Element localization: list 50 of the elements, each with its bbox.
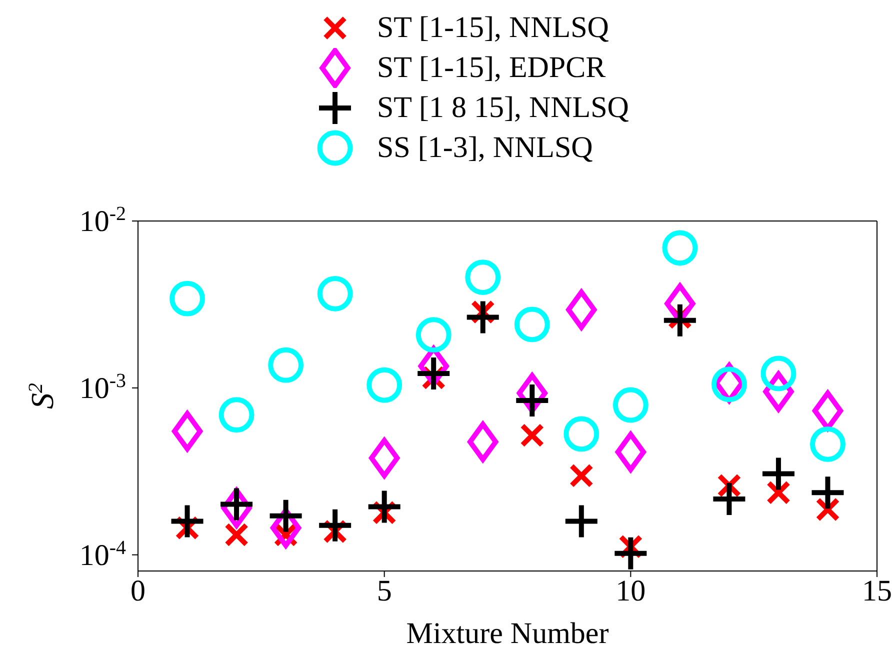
point — [268, 347, 304, 383]
point — [762, 458, 794, 490]
point — [368, 490, 400, 523]
point — [171, 505, 204, 538]
point — [465, 260, 501, 295]
legend-label: ST [1-15], NNLSQ — [377, 11, 609, 45]
point — [170, 280, 205, 316]
point — [565, 505, 598, 538]
point — [172, 411, 203, 452]
point — [468, 422, 498, 462]
point — [270, 500, 302, 532]
y-tick-label: 10$^{-3}$ — [79, 370, 126, 405]
point — [220, 488, 253, 520]
point — [514, 306, 550, 342]
point — [516, 384, 548, 417]
point — [218, 397, 254, 433]
point — [317, 276, 353, 312]
point — [816, 497, 840, 522]
point — [612, 387, 648, 423]
point — [418, 358, 450, 390]
point — [466, 301, 499, 334]
point — [224, 522, 249, 547]
point — [615, 432, 646, 472]
point — [760, 356, 796, 392]
point — [766, 480, 791, 505]
y-tick-label: 10$^{-4}$ — [79, 536, 126, 572]
point — [713, 483, 746, 515]
x-tick-label: 0 — [130, 574, 146, 608]
point — [319, 509, 352, 542]
legend-label: ST [1-15], EDPCR — [377, 51, 606, 85]
point — [564, 416, 600, 452]
y-tick-label: 10$^{-2}$ — [79, 203, 126, 238]
point — [812, 390, 844, 431]
x-tick-label: 15 — [862, 574, 892, 608]
point — [614, 537, 647, 570]
x-axis-title: Mixture Number — [406, 617, 609, 650]
point — [810, 426, 846, 462]
point — [416, 317, 452, 353]
point — [566, 290, 597, 330]
x-tick-label: 5 — [376, 574, 392, 608]
legend-label: ST [1 8 15], NNLSQ — [377, 91, 629, 125]
legend-label: SS [1-3], NNLSQ — [377, 131, 593, 165]
point — [520, 423, 544, 448]
point — [366, 367, 402, 403]
point — [369, 438, 400, 478]
point — [662, 230, 698, 266]
point — [664, 304, 696, 336]
point — [569, 464, 594, 488]
point — [812, 476, 844, 509]
x-tick-label: 10 — [616, 574, 646, 608]
